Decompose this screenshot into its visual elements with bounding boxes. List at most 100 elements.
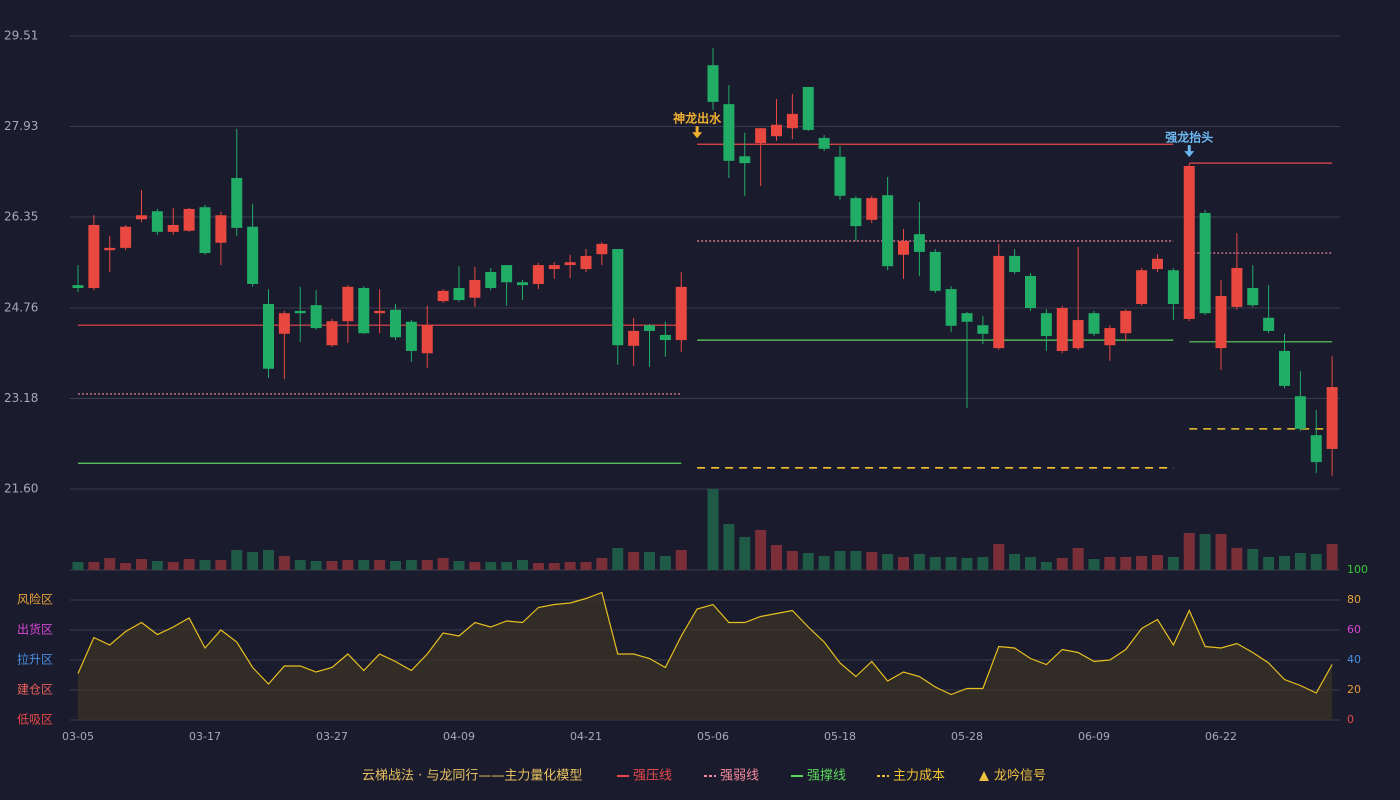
candle-body (72, 285, 84, 288)
candle-body (421, 325, 433, 354)
candle-body (501, 265, 513, 283)
volume-bar (294, 560, 306, 570)
candle-body (1167, 270, 1179, 305)
volume-bar (326, 561, 338, 570)
volume-bar (1152, 555, 1163, 570)
x-tick-label: 04-09 (443, 730, 475, 743)
candle-body (1263, 317, 1275, 331)
volume-bar (1120, 557, 1132, 570)
candle-body (802, 86, 814, 130)
legend-label: 主力成本 (893, 769, 945, 784)
volume-bar (993, 544, 1005, 570)
volume-bar (818, 556, 830, 570)
volume-bar (802, 553, 814, 570)
volume-bar (72, 562, 84, 570)
candle-body (755, 128, 767, 144)
volume-bar (1009, 554, 1021, 570)
x-tick-label: 04-21 (570, 730, 602, 743)
volume-bar (580, 562, 592, 570)
candle-body (199, 207, 211, 254)
volume-bar (913, 554, 925, 570)
x-tick-label: 03-17 (189, 730, 221, 743)
candle-body (723, 104, 735, 161)
candle-body (231, 178, 243, 228)
candle-body (1040, 313, 1052, 337)
candle-body (739, 156, 751, 164)
annotation-label: 神龙出水 (673, 111, 722, 126)
candle-body (437, 290, 449, 302)
volume-bar (1279, 556, 1290, 570)
y-tick-label: 21.60 (4, 482, 38, 496)
candle-body (564, 262, 576, 266)
candle-body (898, 241, 909, 255)
volume-bar (882, 554, 894, 570)
zone-label: 风险区 (17, 592, 53, 607)
y-tick-label: 27.93 (4, 119, 38, 133)
candle-body (1152, 258, 1163, 270)
volume-bar (1263, 557, 1275, 570)
annotation-label: 强龙抬头 (1165, 130, 1213, 145)
candle-body (310, 305, 322, 329)
candle-body (628, 330, 640, 346)
volume-bar (1199, 534, 1211, 570)
volume-bar (1294, 553, 1306, 570)
candle-body (151, 211, 163, 232)
candle-body (596, 243, 608, 255)
volume-bar (151, 561, 163, 570)
volume-bar (278, 556, 290, 570)
volume-bar (199, 560, 211, 570)
indicator-area (78, 592, 1333, 720)
x-tick-label: 03-05 (62, 730, 94, 743)
volume-bar (231, 550, 243, 570)
candle-body (1136, 270, 1148, 305)
volume-bar (771, 545, 782, 570)
candle-body (659, 334, 671, 341)
candle-body (866, 198, 878, 220)
volume-bar (390, 561, 401, 570)
candle-body (485, 271, 497, 288)
y-tick-label: 29.51 (4, 29, 38, 43)
candle-body (850, 198, 862, 227)
x-tick-label: 05-18 (824, 730, 856, 743)
candle-body (929, 251, 941, 291)
candle-body (183, 208, 195, 231)
volume-bar (453, 561, 465, 570)
candle-body (1056, 308, 1068, 351)
legend-label: 强弱线 (720, 769, 759, 784)
candle-body (1009, 255, 1021, 272)
candle-body (1120, 310, 1132, 334)
volume-bar (469, 562, 481, 570)
volume-bar (866, 552, 878, 570)
candle-body (1088, 313, 1100, 334)
volume-bar (898, 557, 909, 570)
candle-body (532, 265, 544, 284)
volume-bar (786, 551, 798, 570)
candle-body (358, 287, 370, 334)
candle-body (1072, 320, 1084, 349)
volume-bar (136, 559, 147, 570)
candle-body (120, 226, 132, 248)
candle-body (1294, 396, 1306, 429)
candle-body (1231, 267, 1243, 307)
candle-body (1326, 387, 1338, 449)
candle-body (342, 286, 354, 322)
candle-body (453, 287, 465, 301)
volume-bar (675, 550, 687, 570)
legend-label: 龙吟信号 (994, 768, 1046, 784)
volume-bar (104, 558, 116, 570)
candle-body (834, 156, 846, 196)
candle-body (675, 286, 687, 341)
volume-bar (374, 560, 386, 570)
volume-bar (945, 557, 957, 570)
volume-bar (644, 552, 655, 570)
legend-title: 云梯战法 · 与龙同行——主力量化模型 (362, 769, 582, 784)
volume-bar (1025, 557, 1036, 570)
zone-label: 出货区 (17, 622, 53, 637)
candle-body (136, 215, 147, 220)
x-tick-label: 06-09 (1078, 730, 1110, 743)
volume-bar (501, 562, 513, 570)
volume-bar (707, 489, 719, 570)
y-tick-label: 23.18 (4, 391, 38, 405)
